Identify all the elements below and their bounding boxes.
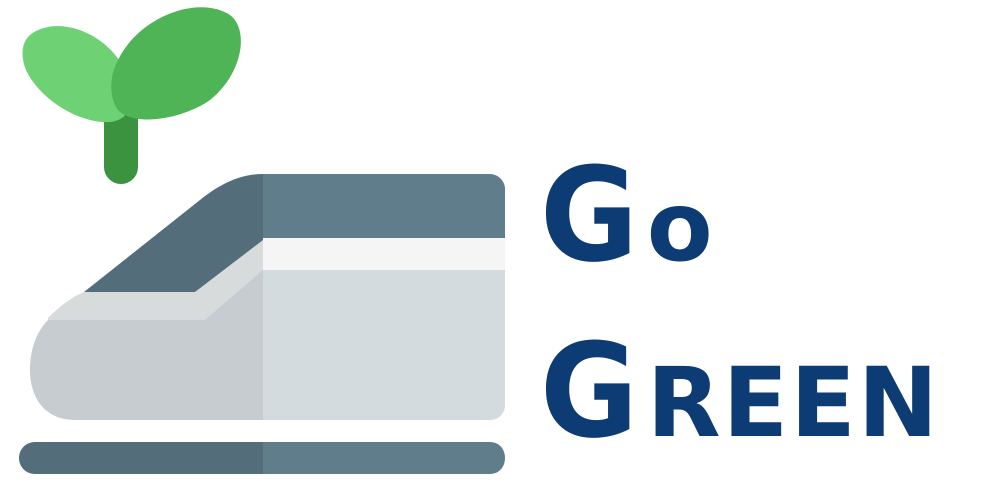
brand-go-initial: G <box>540 139 639 291</box>
rail-track <box>19 442 505 474</box>
brand-green-initial: G <box>540 315 639 467</box>
sprout-icon <box>22 7 241 184</box>
bullet-train-icon <box>30 174 505 420</box>
brand-word-green: GREEN <box>540 326 940 456</box>
go-green-logo-art <box>19 7 505 474</box>
brand-green-rest: REEN <box>646 347 941 459</box>
brand-word-go: Go <box>540 150 715 280</box>
brand-go-rest: o <box>646 171 715 283</box>
